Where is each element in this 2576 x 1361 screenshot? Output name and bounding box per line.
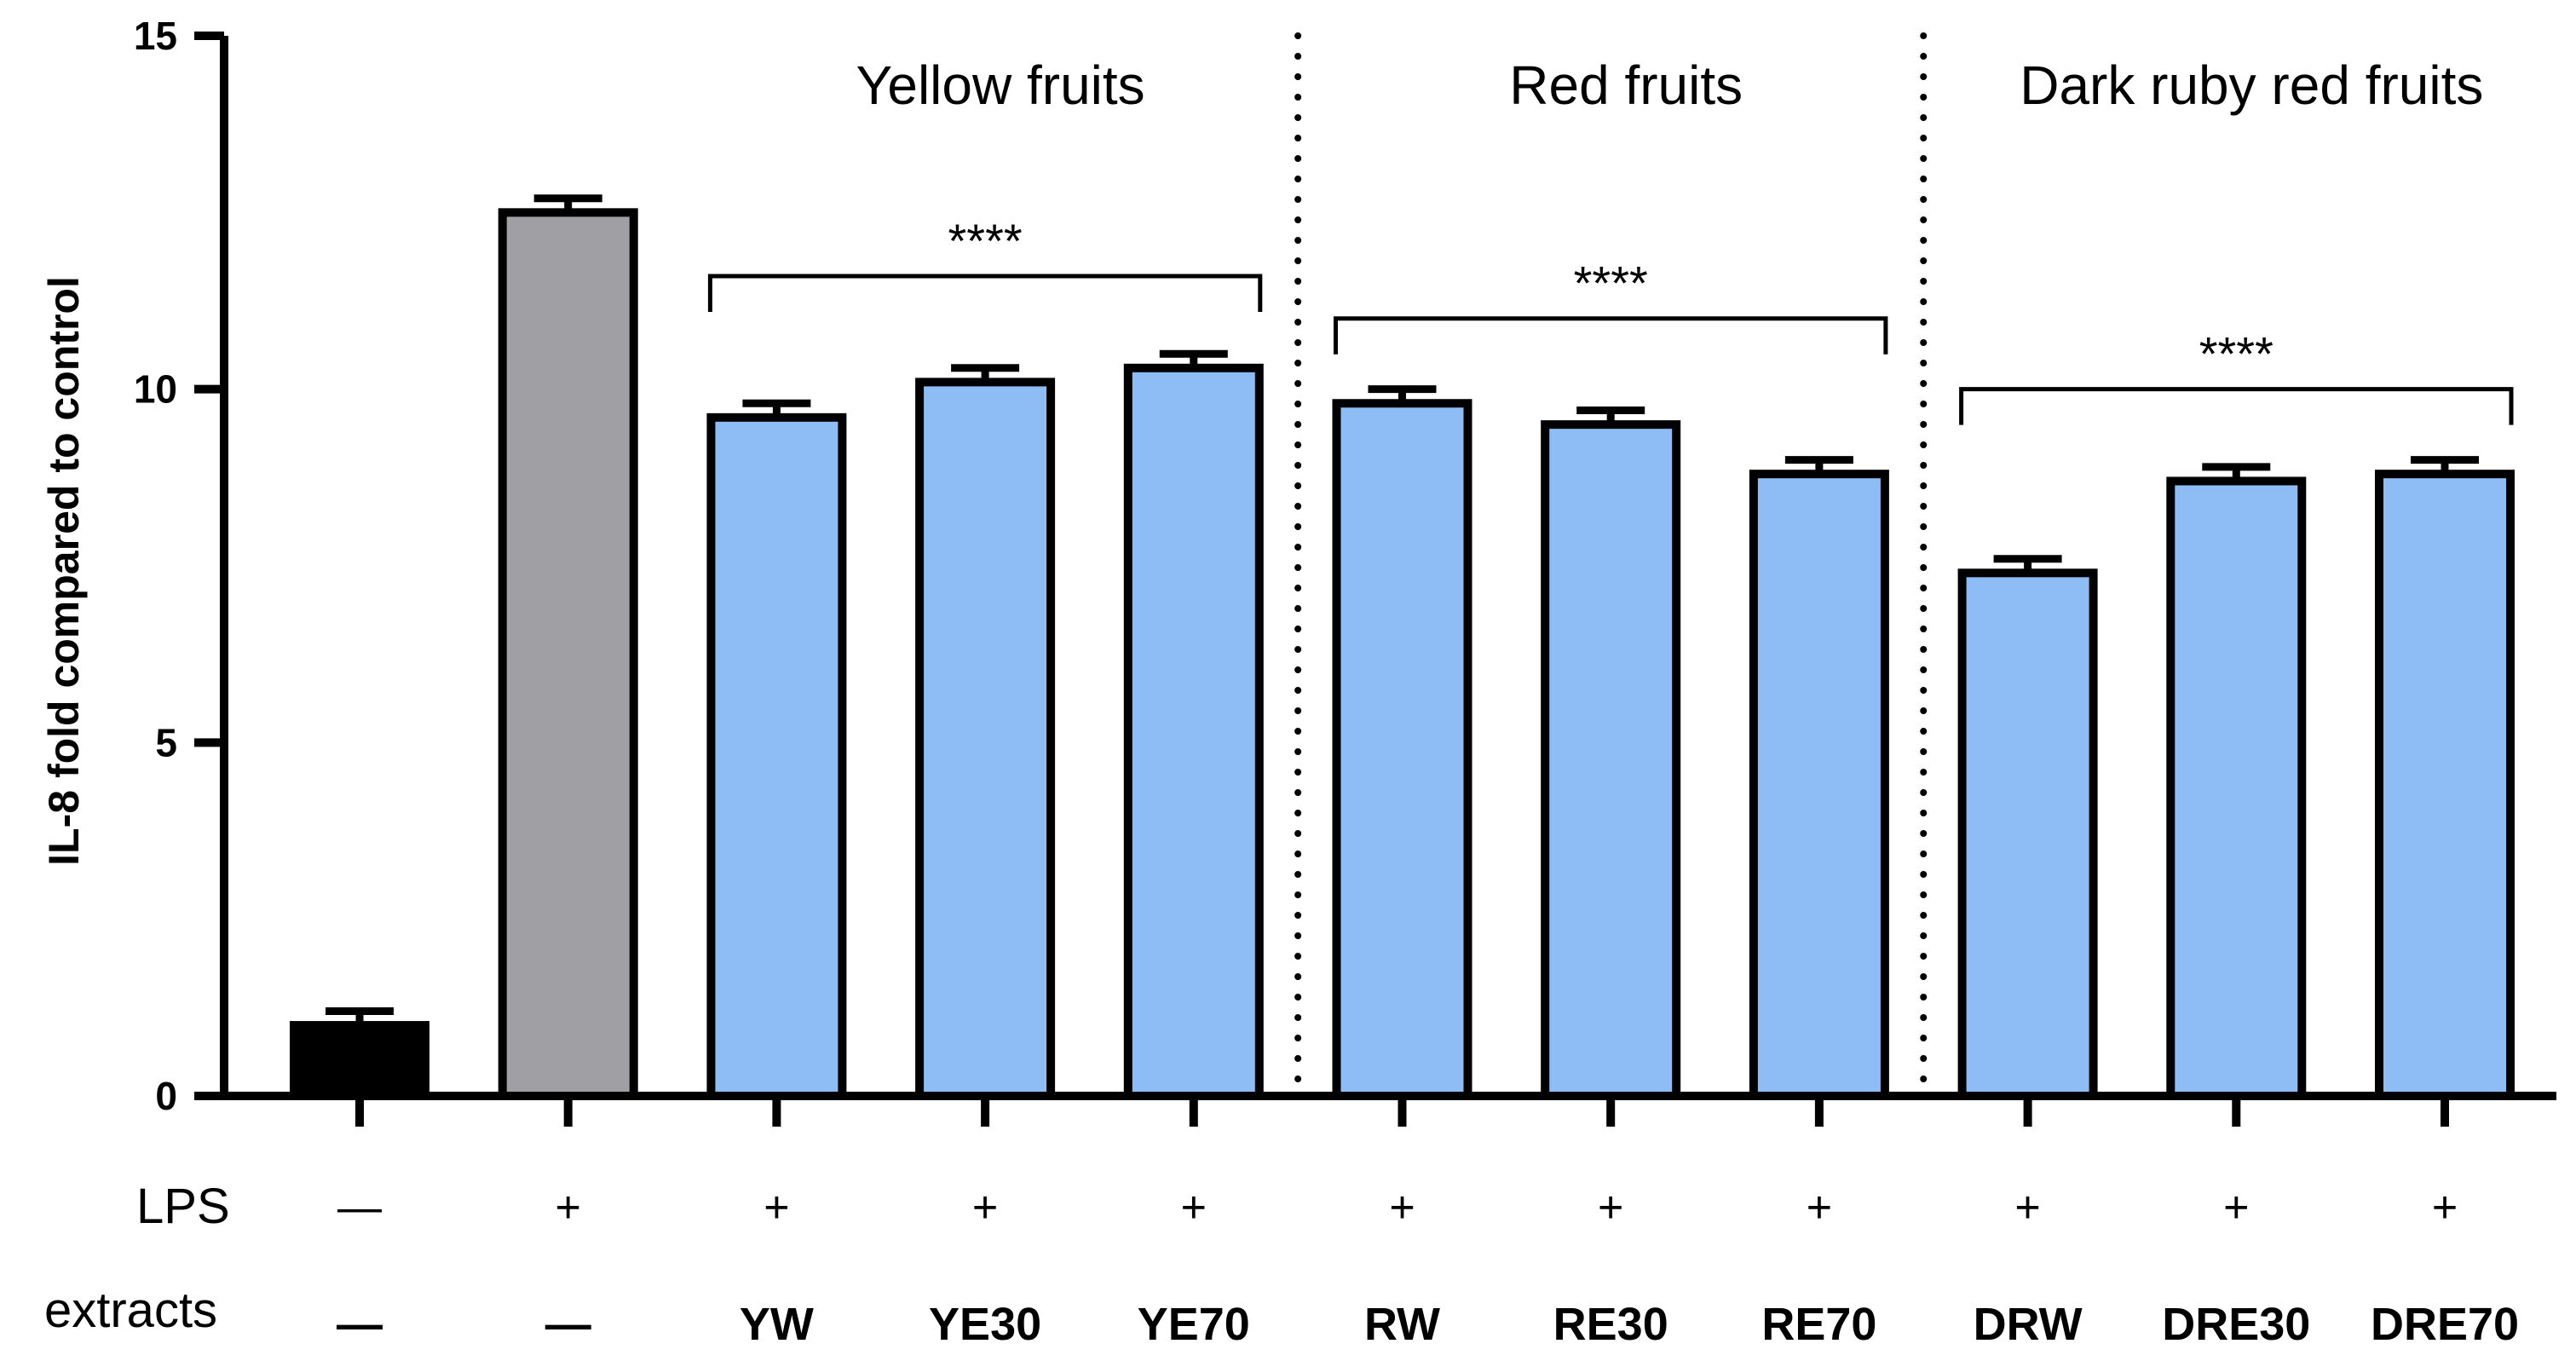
- extract-label: RE30: [1553, 1299, 1668, 1350]
- significance-label: ****: [2199, 327, 2273, 381]
- bars: [290, 194, 2515, 1100]
- bar-ye30: [915, 378, 1056, 1100]
- significance-bracket: [707, 274, 1263, 312]
- lps-value: —: [337, 1183, 382, 1232]
- y-ticks: 0 5 10 15: [134, 14, 224, 1118]
- bar-re30: [1541, 420, 1681, 1100]
- extract-label: DRE70: [2371, 1299, 2519, 1350]
- extract-label: YE70: [1138, 1299, 1250, 1350]
- bar-dre30: [2166, 476, 2307, 1100]
- extract-label: DRW: [1974, 1299, 2083, 1350]
- significance-label: ****: [1574, 257, 1648, 310]
- lps-value: +: [972, 1183, 998, 1232]
- bar-drw: [1957, 568, 2098, 1100]
- lps-value: +: [556, 1183, 581, 1232]
- axes: [220, 36, 2556, 1100]
- extract-label: DRE30: [2162, 1299, 2310, 1350]
- y-tick-label: 10: [134, 367, 177, 412]
- lps-value: +: [2432, 1183, 2458, 1232]
- lps-value: +: [2014, 1183, 2040, 1232]
- row-label-lps: LPS: [136, 1179, 230, 1234]
- significance-bracket: [1959, 387, 2514, 425]
- group-label: Yellow fruits: [856, 55, 1145, 116]
- significance-brackets: **** Yellow fruits **** Red fruits **** Dark …: [707, 55, 2514, 425]
- significance-bracket: [1334, 316, 1888, 355]
- bar-control: [290, 1021, 429, 1100]
- lps-value: +: [1807, 1183, 1832, 1232]
- y-axis-label: IL-8 fold compared to control: [40, 276, 88, 866]
- extract-label: —: [337, 1299, 383, 1350]
- bar-dre70: [2375, 470, 2515, 1100]
- extract-label: RW: [1364, 1299, 1440, 1350]
- y-tick-label: 0: [155, 1074, 177, 1118]
- lps-value: +: [1598, 1183, 1623, 1232]
- group-dividers: [1294, 32, 1928, 1093]
- lps-value: +: [1389, 1183, 1415, 1232]
- lps-value: +: [2223, 1183, 2249, 1232]
- row-label-extracts: extracts: [44, 1283, 217, 1338]
- bar-lps: [498, 208, 638, 1100]
- extract-label: YE30: [929, 1299, 1041, 1350]
- extract-label: —: [545, 1299, 591, 1350]
- bar-re70: [1749, 470, 1889, 1100]
- group-label: Dark ruby red fruits: [2020, 55, 2483, 116]
- lps-value: +: [1181, 1183, 1207, 1232]
- bar-ye70: [1123, 363, 1264, 1100]
- bar-yw: [706, 412, 847, 1100]
- lps-value: +: [764, 1183, 789, 1232]
- y-tick-label: 5: [155, 720, 177, 764]
- y-tick-label: 15: [134, 14, 177, 58]
- extract-label: RE70: [1761, 1299, 1876, 1350]
- significance-label: ****: [948, 214, 1023, 268]
- x-ticks: [355, 1096, 2449, 1127]
- condition-table: LPS extracts — — + — + YW + YE30 + YE70 + RW + RE30 + R…: [44, 1179, 2519, 1350]
- extract-label: YW: [740, 1299, 814, 1350]
- bar-rw: [1332, 399, 1472, 1100]
- group-label: Red fruits: [1509, 55, 1743, 116]
